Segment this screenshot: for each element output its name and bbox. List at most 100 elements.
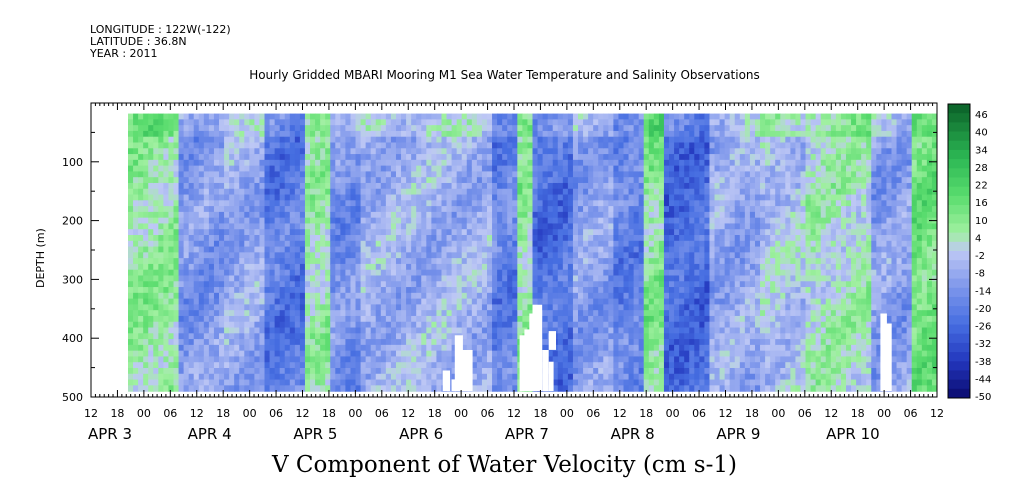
data-cell xyxy=(385,298,392,305)
data-cell xyxy=(562,177,569,184)
data-cell xyxy=(557,310,564,317)
data-cell xyxy=(365,211,372,219)
data-cell xyxy=(593,125,599,132)
data-cell xyxy=(224,177,230,184)
data-cell xyxy=(320,350,326,358)
data-cell xyxy=(593,235,599,242)
data-cell xyxy=(198,223,205,230)
data-cell xyxy=(451,206,458,213)
data-cell xyxy=(269,367,276,375)
data-cell xyxy=(249,321,256,329)
data-cell xyxy=(284,379,291,386)
data-cell xyxy=(492,211,498,219)
data-cell xyxy=(133,315,139,323)
data-cell xyxy=(249,339,256,346)
data-cell xyxy=(128,171,134,178)
data-cell xyxy=(613,125,620,132)
data-cell xyxy=(213,310,220,317)
data-cell xyxy=(158,229,164,236)
data-cell xyxy=(234,321,240,329)
data-cell xyxy=(213,350,220,358)
data-cell xyxy=(623,246,630,253)
data-cell xyxy=(441,258,448,265)
data-cell xyxy=(411,350,417,358)
data-cell xyxy=(395,229,402,236)
data-cell xyxy=(436,240,443,248)
data-cell xyxy=(325,142,331,149)
data-cell xyxy=(456,235,463,242)
data-cell xyxy=(254,136,261,144)
data-cell xyxy=(289,275,296,282)
data-cell xyxy=(608,292,614,300)
data-cell xyxy=(244,379,250,386)
data-cell xyxy=(648,362,655,369)
data-cell xyxy=(355,159,362,167)
data-cell xyxy=(360,281,367,288)
data-cell xyxy=(628,171,635,178)
data-cell xyxy=(254,177,261,184)
data-cell xyxy=(385,344,392,352)
data-cell xyxy=(552,240,559,248)
data-cell xyxy=(542,211,549,219)
data-cell xyxy=(203,304,210,311)
data-cell xyxy=(254,333,261,340)
data-cell xyxy=(618,258,625,265)
data-cell xyxy=(138,321,144,329)
data-cell xyxy=(507,240,513,248)
data-cell xyxy=(208,263,215,271)
data-cell xyxy=(416,130,422,138)
data-cell xyxy=(648,310,655,317)
data-cell xyxy=(567,165,574,172)
data-cell xyxy=(229,321,235,329)
data-cell xyxy=(623,327,630,334)
data-cell xyxy=(608,165,614,172)
data-cell xyxy=(486,263,493,271)
data-cell xyxy=(244,287,250,294)
data-cell xyxy=(239,287,245,294)
data-cell xyxy=(198,113,205,120)
data-cell xyxy=(572,188,579,196)
data-cell xyxy=(431,385,438,392)
data-cell xyxy=(603,246,609,253)
data-cell xyxy=(481,142,488,149)
data-cell xyxy=(289,310,296,317)
data-cell xyxy=(279,281,286,288)
data-cell xyxy=(451,136,458,144)
data-cell xyxy=(340,206,347,213)
data-cell xyxy=(537,281,544,288)
data-cell xyxy=(315,321,321,329)
data-cell xyxy=(148,292,154,300)
data-cell xyxy=(148,304,154,311)
data-cell xyxy=(148,159,154,167)
data-cell xyxy=(441,321,448,329)
data-cell xyxy=(466,130,473,138)
data-cell xyxy=(208,356,215,363)
data-cell xyxy=(552,304,559,311)
data-cell xyxy=(128,269,134,277)
data-cell xyxy=(456,281,463,288)
data-cell xyxy=(603,281,609,288)
data-cell xyxy=(239,177,245,184)
data-cell xyxy=(517,263,523,271)
data-cell xyxy=(325,171,331,178)
data-cell xyxy=(345,165,352,172)
data-cell xyxy=(497,350,503,358)
data-cell xyxy=(355,217,362,225)
data-cell xyxy=(370,240,377,248)
data-cell xyxy=(502,385,508,392)
data-cell xyxy=(148,165,154,172)
data-cell xyxy=(178,356,185,363)
data-cell xyxy=(492,240,498,248)
data-cell xyxy=(208,379,215,386)
data-cell xyxy=(279,182,286,190)
data-cell xyxy=(355,142,362,149)
data-cell xyxy=(461,304,468,311)
data-cell xyxy=(315,177,321,184)
data-cell xyxy=(436,211,443,219)
data-cell xyxy=(249,159,256,167)
data-cell xyxy=(274,182,281,190)
data-cell xyxy=(562,258,569,265)
data-cell xyxy=(355,327,362,334)
data-cell xyxy=(269,292,276,300)
data-cell xyxy=(441,223,448,230)
